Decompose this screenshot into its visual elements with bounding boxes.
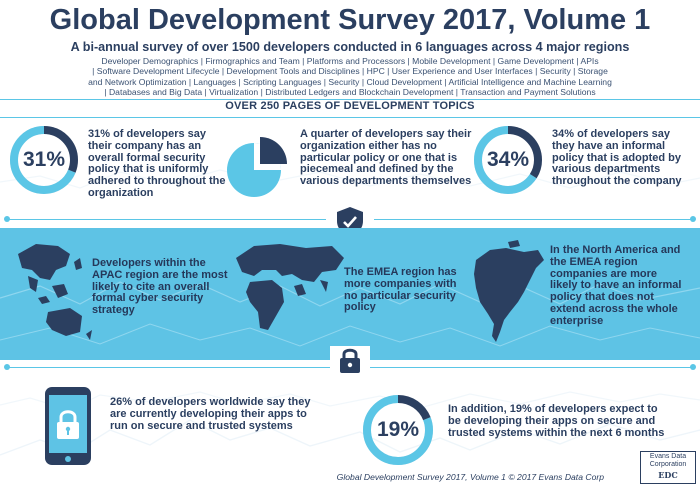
padlock-icon	[340, 348, 360, 373]
ring-chart-icon	[10, 126, 78, 194]
north-america-map-icon	[474, 240, 544, 342]
logo-mark: EDC	[658, 470, 678, 480]
informal-policy-text: 34% of developers say they have an infor…	[552, 128, 682, 188]
future-text: In addition, 19% of developers expect to…	[448, 403, 665, 439]
divider-dot	[4, 216, 10, 222]
page-title: Global Development Survey 2017, Volume 1	[49, 4, 651, 36]
ring-segment	[363, 395, 433, 465]
secure-now-text: 26% of developers worldwide say they are…	[110, 396, 311, 432]
pie-chart-icon	[227, 137, 287, 197]
apac-text: Developers within the APAC region are th…	[92, 257, 228, 317]
apac-map-icon	[18, 244, 92, 340]
divider-dot	[690, 216, 696, 222]
quarter-pie	[224, 134, 290, 200]
logo-line-2: Corporation	[649, 461, 687, 468]
ring-segment	[474, 126, 542, 194]
topics-line-3: and Network Optimization | Languages | S…	[88, 76, 612, 87]
pages-label: OVER 250 PAGES OF DEVELOPMENT TOPICS	[225, 100, 475, 112]
future-ring: 19%	[360, 392, 436, 468]
pages-label-bg	[212, 103, 488, 117]
ring-chart-icon	[363, 395, 433, 465]
formal-policy-text: 31% of developers say their company has …	[88, 128, 226, 199]
logo-line-1: Evans Data	[649, 453, 687, 460]
ring-segment	[10, 126, 78, 194]
band-graph-lines	[0, 281, 700, 347]
future-percent: 19%	[376, 418, 420, 441]
no-policy-text: A quarter of developers say their organi…	[300, 128, 472, 188]
divider-line	[0, 117, 700, 118]
topics-line-2: | Software Development Lifecycle | Devel…	[92, 66, 608, 77]
informal-policy-ring: 34%	[472, 124, 544, 196]
page-subtitle: A bi-annual survey of over 1500 develope…	[70, 40, 630, 54]
na-emea-text: In the North America and the EMEA region…	[550, 244, 682, 327]
footer-credit: Global Development Survey 2017, Volume 1…	[336, 472, 604, 482]
ring-chart-icon	[474, 126, 542, 194]
emea-text: The EMEA region has more companies with …	[344, 266, 457, 314]
topics-line-1: Developer Demographics | Firmographics a…	[101, 56, 599, 66]
emea-map-icon	[236, 244, 344, 330]
formal-policy-percent: 31%	[22, 148, 66, 171]
topics-line-4: | Databases and Big Data | Virtualizatio…	[104, 87, 596, 98]
secure-phone-icon	[45, 387, 91, 465]
formal-policy-ring: 31%	[8, 124, 80, 196]
divider-dot	[690, 364, 696, 370]
evans-data-logo: Evans Data Corporation EDC	[640, 451, 696, 484]
divider-line	[0, 99, 700, 100]
regions-band	[0, 228, 700, 360]
topics-list: Developer Demographics | Firmographics a…	[16, 56, 684, 98]
divider-dot	[4, 364, 10, 370]
informal-policy-percent: 34%	[486, 148, 530, 171]
